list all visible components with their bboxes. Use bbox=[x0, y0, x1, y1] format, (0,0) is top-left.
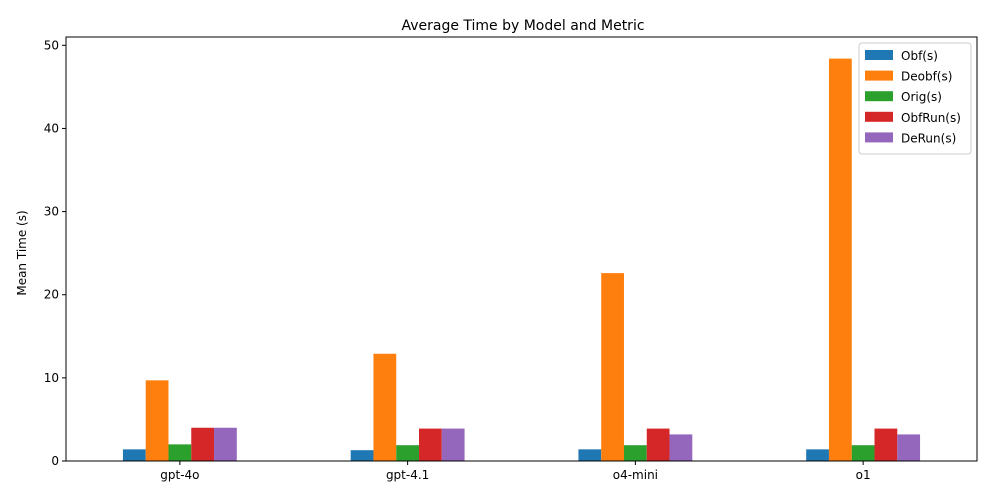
bar-group-o1 bbox=[806, 58, 921, 462]
plot-frame bbox=[65, 36, 978, 462]
bar-obfs-o1 bbox=[806, 449, 829, 461]
x-tick-label: o1 bbox=[856, 468, 871, 482]
y-tick-label: 30 bbox=[44, 205, 59, 219]
bar-group-gpt-4.1 bbox=[350, 353, 465, 461]
bar-deruns-gpt-4o bbox=[214, 427, 237, 461]
y-axis-title: Mean Time (s) bbox=[15, 210, 29, 295]
bar-deobfs-o1 bbox=[828, 58, 852, 462]
legend-swatch bbox=[865, 70, 893, 81]
bar-group-gpt-4o bbox=[122, 380, 237, 461]
y-tick-label: 10 bbox=[44, 371, 59, 385]
bar-deruns-o4-mini bbox=[669, 434, 693, 461]
bars-layer bbox=[122, 58, 921, 462]
legend-swatch bbox=[865, 132, 893, 143]
x-axis: gpt-4o gpt-4.1 o4-mini o1 bbox=[160, 461, 871, 482]
bar-obfs-o4-mini bbox=[578, 449, 602, 461]
y-axis: 0 10 20 30 40 50 bbox=[44, 38, 66, 468]
x-tick-label: gpt-4o bbox=[160, 468, 199, 482]
legend-swatch bbox=[865, 50, 893, 60]
bar-deruns-gpt-4.1 bbox=[441, 428, 465, 461]
y-tick-label: 0 bbox=[51, 454, 59, 468]
bar-deruns-o1 bbox=[897, 434, 921, 461]
bar-deobfs-gpt-4o bbox=[145, 380, 169, 461]
legend-label: ObfRun(s) bbox=[901, 111, 961, 125]
y-tick-label: 40 bbox=[44, 121, 59, 135]
legend-label: Obf(s) bbox=[901, 49, 938, 63]
bar-group-o4-mini bbox=[578, 273, 693, 461]
bar-deobfs-gpt-4.1 bbox=[373, 353, 397, 461]
bar-obfruns-o1 bbox=[874, 428, 898, 461]
bar-origs-o1 bbox=[851, 445, 875, 461]
x-tick-label: gpt-4.1 bbox=[386, 468, 429, 482]
legend-label: DeRun(s) bbox=[901, 131, 956, 145]
legend: Obf(s) Deobf(s) Orig(s) ObfRun(s) DeRun(s) bbox=[858, 42, 972, 155]
y-tick-label: 50 bbox=[44, 38, 59, 52]
bar-origs-gpt-4o bbox=[168, 444, 192, 461]
bar-obfruns-gpt-4o bbox=[191, 427, 215, 461]
bar-obfruns-o4-mini bbox=[646, 428, 670, 461]
chart-title: Average Time by Model and Metric bbox=[401, 18, 644, 34]
legend-label: Orig(s) bbox=[901, 90, 942, 104]
legend-label: Deobf(s) bbox=[901, 70, 952, 84]
legend-swatch bbox=[865, 91, 893, 102]
bar-obfruns-gpt-4.1 bbox=[419, 428, 442, 461]
bar-obfs-gpt-4o bbox=[122, 449, 146, 461]
y-tick-label: 20 bbox=[44, 288, 59, 302]
bar-obfs-gpt-4.1 bbox=[350, 450, 374, 461]
bar-origs-o4-mini bbox=[623, 445, 647, 461]
legend-swatch bbox=[865, 111, 893, 122]
bar-deobfs-o4-mini bbox=[601, 273, 624, 461]
bar-origs-gpt-4.1 bbox=[396, 445, 420, 461]
x-tick-label: o4-mini bbox=[613, 468, 658, 482]
